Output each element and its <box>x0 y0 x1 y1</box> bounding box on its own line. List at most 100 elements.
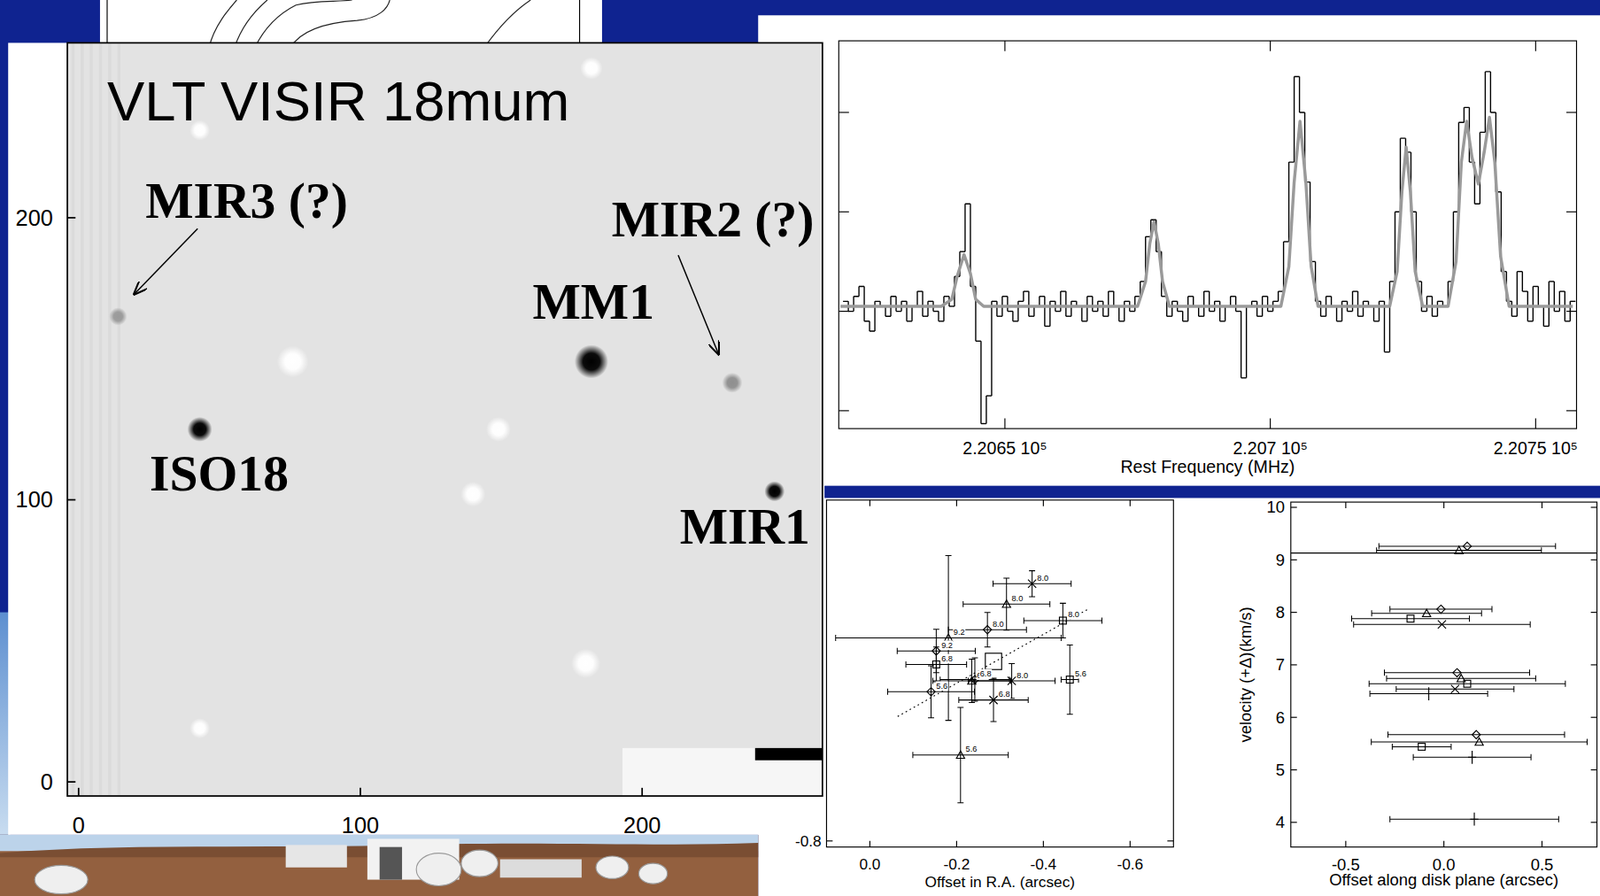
spectrum-channel <box>1151 219 1157 221</box>
spectrum-channel <box>1437 301 1443 302</box>
spectrum-channel <box>1023 290 1029 292</box>
x-tick <box>956 500 958 507</box>
x-axis-title: Offset along disk plane (arcsec) <box>1329 870 1559 889</box>
plot-area <box>835 555 1103 803</box>
spectrum-channel <box>1236 310 1242 312</box>
label-patch <box>1036 573 1050 584</box>
spectrum-channel <box>1007 310 1013 312</box>
spectrum-channel <box>1172 301 1178 302</box>
spectrum-channel <box>1294 76 1300 78</box>
axes: 2.2065 10⁵2.207 10⁵2.2075 10⁵Rest Freque… <box>838 40 1578 477</box>
spectrum-channel <box>1321 316 1327 317</box>
point <box>1418 742 1426 750</box>
y-tick-label: 5 <box>1275 760 1285 780</box>
spectrum-channel <box>896 310 902 312</box>
y-tick <box>1591 506 1598 508</box>
label-patch <box>941 654 954 665</box>
spectrum-channel <box>1431 316 1438 317</box>
spectrum-channel <box>1289 161 1295 163</box>
photo-building <box>285 844 348 867</box>
source-label: MIR3 (?) <box>145 172 348 230</box>
x-error-bar <box>1368 680 1566 688</box>
x-tick <box>1443 841 1445 848</box>
spectrum-channel <box>927 301 934 302</box>
y-tick <box>1566 111 1577 113</box>
y-tick <box>67 780 76 783</box>
source <box>571 649 601 679</box>
spectrum-channel <box>1267 310 1274 312</box>
panel-bg <box>757 15 1600 486</box>
label-patch <box>997 689 1011 700</box>
y-tick <box>1290 664 1298 665</box>
spectrum-channel <box>890 295 897 297</box>
y-tick <box>1591 821 1598 823</box>
y-error-bar <box>927 665 935 719</box>
point-label: 6.8 <box>941 654 953 664</box>
spectrum-channel <box>1484 70 1491 72</box>
x-error-bar <box>1378 542 1555 549</box>
spectrum-channel <box>864 320 870 322</box>
y-error-bar <box>1059 602 1067 638</box>
spectrum-channel <box>943 295 950 297</box>
y-tick <box>1591 559 1598 561</box>
image-artifact <box>755 748 823 761</box>
y-tick <box>1566 409 1577 411</box>
image-artifact <box>622 748 823 797</box>
spectrum-channel <box>906 320 913 322</box>
fit-line <box>897 608 1090 717</box>
spectrum-channel <box>1479 131 1485 133</box>
label-patch <box>965 744 978 755</box>
y-tick <box>1290 769 1298 771</box>
point-label: 8.0 <box>992 619 1005 629</box>
y-tick <box>67 216 76 219</box>
panel-axis <box>106 0 108 47</box>
x-error-bar <box>1390 606 1492 613</box>
spectrum-channel <box>1018 301 1024 302</box>
x-tick-label: -0.6 <box>1116 855 1144 874</box>
point-label: 5.6 <box>1074 669 1087 679</box>
photo-dish <box>461 850 498 877</box>
point <box>1469 812 1478 827</box>
spectrum-channel <box>1564 320 1570 322</box>
point <box>1468 750 1477 765</box>
x-tick-label: 200 <box>623 812 661 838</box>
frame <box>826 500 1174 848</box>
y-axis-title: velocity (+Δ)(km/s) <box>1236 606 1255 743</box>
y-tick <box>1591 769 1598 771</box>
photo-building <box>500 859 582 879</box>
panel-axis <box>579 0 580 47</box>
x-error-bar <box>1391 743 1451 750</box>
point <box>1424 687 1433 701</box>
x-error-bar <box>1352 615 1470 622</box>
x-tick-label: 0.0 <box>858 855 881 874</box>
source-label: MIR1 <box>680 498 811 555</box>
x-tick <box>641 788 643 797</box>
x-axis-title: Offset in R.A. (arcsec) <box>925 873 1076 891</box>
point-label: 8.0 <box>1016 671 1029 681</box>
point-label: 8.0 <box>1036 573 1049 583</box>
spectrum-channel <box>981 423 987 425</box>
label-patch <box>1011 594 1024 604</box>
spectrum-channel <box>1384 351 1391 353</box>
frame <box>67 42 823 797</box>
point-labels: 8.09.26.85.68.09.26.85.68.06.85.68.06.88… <box>935 573 1088 755</box>
frame <box>1290 502 1598 848</box>
x-tick <box>869 841 871 848</box>
x-tick <box>1535 40 1537 52</box>
point <box>983 626 992 634</box>
y-tick-label: 10 <box>1266 497 1285 517</box>
y-tick <box>1167 840 1174 842</box>
spectrum-channel <box>1548 280 1554 282</box>
point <box>985 653 1002 670</box>
spectrum-channel <box>949 305 955 307</box>
spectrum-channel <box>1363 301 1369 302</box>
photo-dish <box>416 853 462 887</box>
point-label: 6.8 <box>998 689 1011 699</box>
point <box>1437 620 1446 629</box>
point-label: 5.6 <box>966 744 978 754</box>
spectrum-channel <box>1129 310 1136 312</box>
contour <box>208 0 237 47</box>
x-error-bar <box>1371 739 1588 746</box>
spectrum-channel <box>1342 301 1348 302</box>
contour <box>234 0 268 47</box>
